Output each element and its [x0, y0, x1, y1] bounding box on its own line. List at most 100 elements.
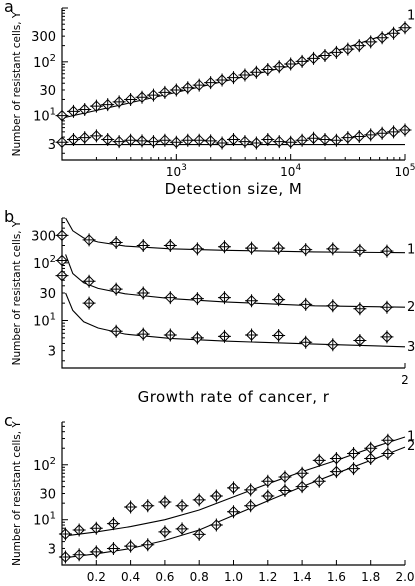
data-point — [192, 527, 206, 541]
data-point — [398, 123, 412, 137]
data-point — [209, 518, 223, 532]
data-point — [89, 129, 103, 143]
x-tick-label: 0.6 — [155, 570, 174, 584]
data-point — [244, 499, 258, 513]
y-axis-label: Number of resistant cells, Y — [11, 421, 23, 566]
data-point — [387, 26, 401, 40]
data-point — [352, 39, 366, 53]
data-point — [326, 338, 340, 352]
data-point — [112, 95, 126, 109]
data-point — [124, 500, 138, 514]
data-point — [272, 328, 286, 342]
data-point — [381, 447, 395, 461]
data-point — [238, 68, 252, 82]
data-point — [381, 433, 395, 447]
x-tick-label: 105 — [394, 163, 415, 179]
data-point — [245, 241, 259, 255]
x-tick-label: 1.6 — [327, 570, 346, 584]
data-point — [55, 228, 69, 242]
data-point — [204, 134, 218, 148]
data-point — [318, 133, 332, 147]
data-point — [261, 133, 275, 147]
data-point — [249, 65, 263, 79]
data-point — [192, 78, 206, 92]
data-point — [89, 99, 103, 113]
data-point — [163, 291, 177, 305]
y-tick-label: 101 — [33, 312, 56, 330]
data-point — [136, 286, 150, 300]
data-point — [55, 135, 69, 149]
data-point — [299, 297, 313, 311]
data-point — [299, 335, 313, 349]
x-tick-label: 0.4 — [121, 570, 140, 584]
data-point — [244, 483, 258, 497]
data-point — [109, 282, 123, 296]
y-tick-label: 30 — [39, 287, 56, 302]
data-point — [78, 103, 92, 117]
data-point — [106, 541, 120, 555]
data-point — [329, 465, 343, 479]
data-point — [272, 241, 286, 255]
data-point — [124, 133, 138, 147]
panel-label: b — [4, 207, 14, 226]
data-point — [284, 57, 298, 71]
data-point — [249, 136, 263, 150]
data-point — [375, 126, 389, 140]
data-point — [136, 327, 150, 341]
data-point — [299, 243, 313, 257]
data-point — [112, 135, 126, 149]
data-point — [295, 466, 309, 480]
data-point — [245, 328, 259, 342]
data-point — [307, 131, 321, 145]
data-point — [169, 135, 183, 149]
data-point — [215, 136, 229, 150]
data-point — [101, 98, 115, 112]
data-point — [295, 54, 309, 68]
data-point — [141, 538, 155, 552]
panel-label: a — [4, 0, 14, 16]
data-point — [245, 294, 259, 308]
curve-label: 1 — [407, 429, 415, 444]
data-point — [380, 244, 394, 258]
x-tick-label: 0.2 — [87, 570, 106, 584]
data-point — [217, 291, 231, 305]
data-point — [217, 240, 231, 254]
data-point — [353, 333, 367, 347]
data-point — [326, 242, 340, 256]
data-point — [158, 525, 172, 539]
curve-label: 1 — [407, 243, 415, 258]
data-point — [278, 484, 292, 498]
data-point — [158, 495, 172, 509]
x-tick-label: 2.0 — [395, 570, 414, 584]
data-point — [380, 300, 394, 314]
data-point — [364, 128, 378, 142]
data-point — [124, 539, 138, 553]
panel-c: 3 101 30 102 0.2 0.4 0.6 0.8 1.0 1.2 1.4 1.6 1.8 2.0 1… — [4, 411, 415, 586]
data-point — [329, 45, 343, 59]
x-tick-label: 2 — [401, 373, 409, 387]
data-point — [318, 49, 332, 63]
y-tick-label: 3 — [48, 345, 56, 360]
data-point — [295, 480, 309, 494]
data-point — [181, 81, 195, 95]
data-point — [141, 499, 155, 513]
data-point — [190, 292, 204, 306]
data-point — [272, 293, 286, 307]
data-point — [353, 243, 367, 257]
data-point — [238, 135, 252, 149]
data-point — [312, 474, 326, 488]
y-tick-label: 101 — [33, 511, 56, 529]
x-tick-label: 1.8 — [361, 570, 380, 584]
data-point — [261, 489, 275, 503]
data-point — [146, 135, 160, 149]
data-point — [209, 489, 223, 503]
data-point — [66, 104, 80, 118]
x-tick-label: 104 — [280, 163, 301, 179]
data-point — [89, 521, 103, 535]
panel-b: 3 101 30 102 300 2 1 2 3 b Growth rate of cancer, … — [4, 207, 415, 406]
data-point — [341, 42, 355, 56]
data-point — [192, 493, 206, 507]
data-point — [284, 135, 298, 149]
data-point — [158, 133, 172, 147]
data-point — [226, 71, 240, 85]
